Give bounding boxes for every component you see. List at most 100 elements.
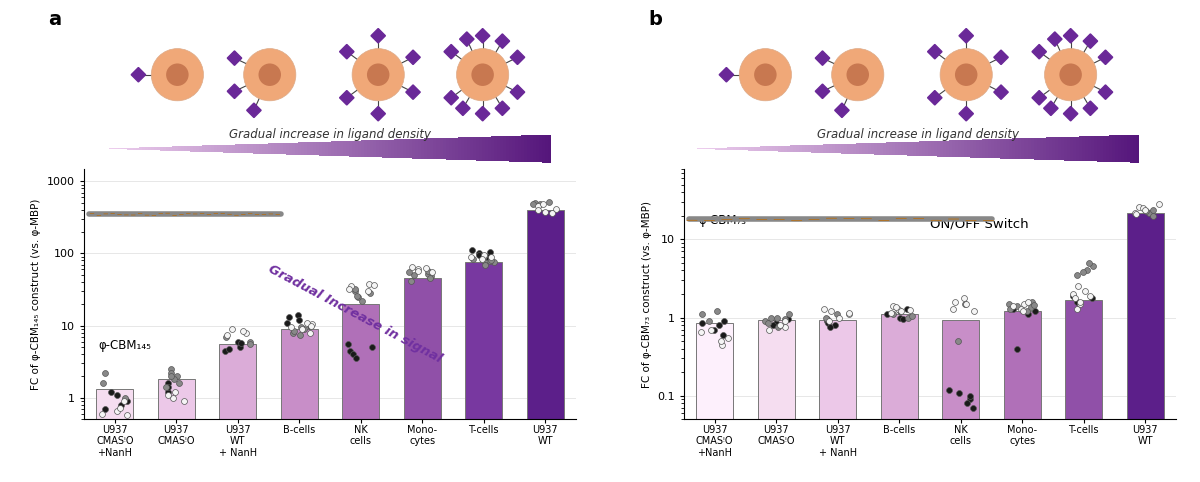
Polygon shape <box>697 148 700 149</box>
Polygon shape <box>187 146 190 151</box>
Polygon shape <box>220 145 223 152</box>
Polygon shape <box>706 148 709 149</box>
Polygon shape <box>953 140 955 157</box>
Polygon shape <box>131 67 145 82</box>
Polygon shape <box>178 146 181 151</box>
Polygon shape <box>850 144 853 154</box>
Point <box>228 338 247 346</box>
Point <box>462 247 481 254</box>
Point <box>300 329 319 336</box>
Point <box>481 254 500 261</box>
Polygon shape <box>238 144 241 153</box>
Point <box>422 268 442 276</box>
Point <box>161 365 180 373</box>
Point <box>118 411 137 418</box>
Polygon shape <box>385 140 389 158</box>
Polygon shape <box>817 145 820 153</box>
Point <box>480 248 499 256</box>
Polygon shape <box>1015 138 1019 159</box>
Polygon shape <box>733 147 736 150</box>
Point <box>216 347 235 354</box>
Polygon shape <box>781 146 784 152</box>
Point <box>713 341 732 348</box>
Polygon shape <box>814 145 817 153</box>
Polygon shape <box>1087 136 1091 161</box>
Point <box>1019 310 1038 318</box>
Polygon shape <box>499 136 503 161</box>
Point <box>409 266 428 273</box>
Polygon shape <box>862 143 865 154</box>
Polygon shape <box>325 142 329 156</box>
Point <box>298 319 317 326</box>
Polygon shape <box>886 143 889 155</box>
Polygon shape <box>983 139 985 158</box>
Point <box>526 199 545 207</box>
Polygon shape <box>815 84 829 98</box>
Polygon shape <box>929 141 931 156</box>
Point <box>767 319 786 327</box>
Polygon shape <box>226 145 229 153</box>
Polygon shape <box>214 145 217 152</box>
Polygon shape <box>479 137 481 161</box>
Polygon shape <box>505 136 509 161</box>
Polygon shape <box>503 136 505 161</box>
Polygon shape <box>510 50 524 65</box>
Polygon shape <box>787 146 790 152</box>
Polygon shape <box>523 135 527 162</box>
Polygon shape <box>409 139 413 159</box>
Polygon shape <box>793 146 796 152</box>
Point <box>780 310 799 318</box>
Polygon shape <box>277 143 280 154</box>
Point <box>815 305 834 312</box>
Polygon shape <box>965 140 967 158</box>
Polygon shape <box>715 148 718 149</box>
Polygon shape <box>547 134 551 163</box>
Point <box>284 327 304 335</box>
Polygon shape <box>469 137 473 161</box>
Polygon shape <box>835 144 838 153</box>
Circle shape <box>472 64 494 86</box>
Polygon shape <box>181 146 184 151</box>
Polygon shape <box>1039 138 1043 160</box>
Point <box>158 383 178 391</box>
Point <box>702 326 721 334</box>
Point <box>169 379 188 387</box>
Polygon shape <box>971 140 973 158</box>
Polygon shape <box>892 142 895 155</box>
Polygon shape <box>310 142 313 155</box>
Point <box>404 271 424 279</box>
Polygon shape <box>413 139 415 159</box>
Polygon shape <box>730 147 733 150</box>
Polygon shape <box>371 28 385 43</box>
Point <box>899 314 918 321</box>
Point <box>949 337 968 345</box>
Polygon shape <box>151 147 154 150</box>
Polygon shape <box>719 67 733 82</box>
Polygon shape <box>1027 138 1031 160</box>
Point <box>883 302 902 310</box>
Polygon shape <box>473 137 475 161</box>
Polygon shape <box>341 141 343 156</box>
Point <box>1000 300 1019 308</box>
Polygon shape <box>868 143 871 154</box>
Polygon shape <box>271 143 274 154</box>
Point <box>464 254 484 262</box>
Polygon shape <box>718 148 721 149</box>
Polygon shape <box>533 135 535 162</box>
Polygon shape <box>709 148 712 149</box>
Polygon shape <box>928 44 942 59</box>
Point <box>712 337 731 345</box>
Polygon shape <box>199 146 202 152</box>
Point <box>821 323 840 331</box>
Polygon shape <box>937 141 941 157</box>
Bar <box>527 210 564 482</box>
Bar <box>1127 213 1164 482</box>
Polygon shape <box>286 143 289 155</box>
Polygon shape <box>427 138 431 159</box>
Polygon shape <box>485 136 487 161</box>
Point <box>401 277 420 284</box>
Point <box>108 391 127 399</box>
Polygon shape <box>217 145 220 152</box>
Polygon shape <box>1055 137 1057 160</box>
Polygon shape <box>1033 138 1037 160</box>
